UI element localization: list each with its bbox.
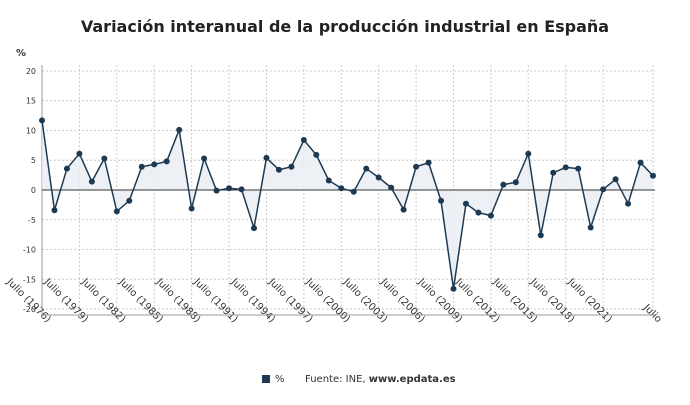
- point: [151, 161, 158, 168]
- point: [126, 197, 133, 204]
- point: [300, 137, 307, 143]
- point: [550, 169, 557, 176]
- point: [88, 178, 95, 185]
- y-axis-label: %: [16, 48, 26, 59]
- chart-title: Variación interanual de la producción in…: [81, 17, 609, 36]
- point: [226, 185, 233, 192]
- point: [39, 117, 45, 124]
- point: [213, 187, 220, 194]
- point: [163, 158, 170, 165]
- y-tick-label: 5: [31, 156, 36, 165]
- legend-swatch: [262, 375, 270, 383]
- point: [575, 165, 582, 172]
- point: [462, 200, 469, 207]
- point: [113, 208, 120, 215]
- y-tick-label: -5: [28, 216, 36, 225]
- x-tick-label: Julio: [640, 302, 663, 325]
- point: [637, 159, 644, 166]
- point: [176, 126, 183, 133]
- point: [425, 159, 432, 166]
- point: [288, 163, 295, 170]
- point: [587, 224, 594, 231]
- point: [650, 172, 656, 179]
- point: [512, 179, 519, 186]
- point: [63, 165, 70, 172]
- y-tick-label: 0: [31, 186, 36, 195]
- point: [388, 184, 395, 191]
- point: [263, 154, 270, 161]
- point: [363, 165, 370, 172]
- y-tick-label: 10: [26, 126, 36, 135]
- point: [350, 188, 357, 195]
- point: [438, 197, 445, 204]
- source: Fuente: INE, www.epdata.es: [305, 374, 456, 385]
- area: [42, 120, 653, 289]
- y-tick-label: 20: [26, 67, 36, 76]
- point: [325, 177, 332, 184]
- point: [525, 150, 532, 157]
- point: [275, 166, 282, 173]
- point: [400, 206, 407, 213]
- point: [338, 185, 345, 192]
- point: [188, 205, 195, 212]
- point: [250, 225, 257, 232]
- point: [138, 163, 145, 170]
- point: [413, 163, 420, 170]
- legend-label: %: [275, 374, 285, 385]
- point: [313, 151, 320, 158]
- point: [612, 176, 619, 183]
- point: [238, 186, 245, 193]
- point: [500, 181, 507, 188]
- point: [562, 164, 569, 171]
- point: [625, 200, 632, 207]
- point: [51, 207, 58, 214]
- point: [537, 232, 544, 239]
- point: [450, 285, 457, 292]
- source-link: www.epdata.es: [369, 374, 456, 385]
- point: [487, 212, 494, 219]
- point: [475, 209, 482, 216]
- point: [101, 155, 108, 162]
- source-prefix: Fuente: INE,: [305, 374, 366, 385]
- point: [600, 186, 607, 193]
- point: [201, 155, 208, 162]
- point: [375, 174, 382, 181]
- point: [76, 150, 83, 157]
- y-tick-label: -15: [23, 275, 36, 284]
- y-tick-label: -20: [23, 305, 36, 314]
- y-tick-label: 15: [26, 97, 36, 106]
- line: [41, 120, 654, 289]
- y-tick-label: -10: [23, 246, 36, 255]
